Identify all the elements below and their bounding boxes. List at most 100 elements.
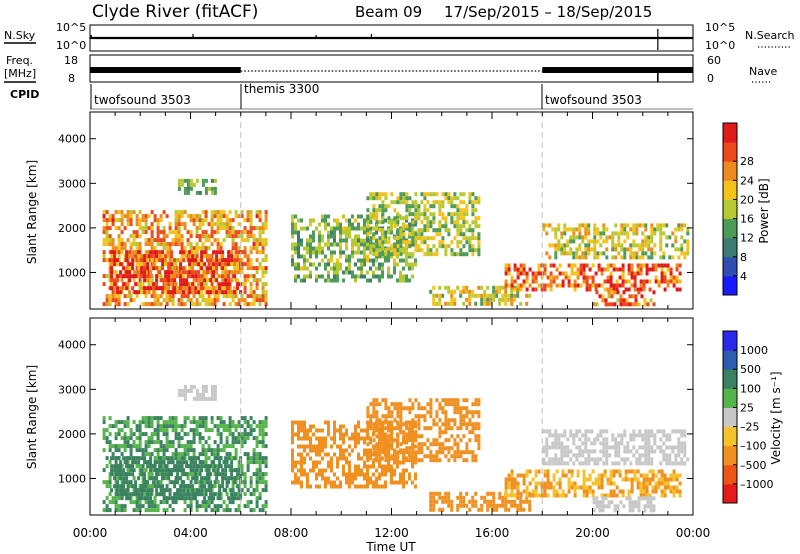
heatmap-cell <box>185 460 189 465</box>
heatmap-cell <box>135 508 139 513</box>
heatmap-cell <box>611 433 615 438</box>
heatmap-cell <box>593 231 597 236</box>
heatmap-cell <box>327 476 330 481</box>
heatmap-cell <box>405 218 408 223</box>
heatmap-cell <box>294 420 297 425</box>
heatmap-cell <box>336 218 339 223</box>
heatmap-cell <box>143 460 147 465</box>
heatmap-cell <box>414 420 417 425</box>
heatmap-cell <box>444 454 448 459</box>
heatmap-cell <box>195 504 199 509</box>
heatmap-cell <box>180 234 184 239</box>
heatmap-cell <box>330 230 333 235</box>
heatmap-cell <box>575 433 579 438</box>
heatmap-cell <box>444 216 448 221</box>
heatmap-cell <box>143 270 147 275</box>
heatmap-cell <box>450 200 454 205</box>
heatmap-cell <box>170 496 174 501</box>
heatmap-cell <box>119 460 123 465</box>
heatmap-cell <box>474 224 478 229</box>
heatmap-cell <box>125 476 129 481</box>
heatmap-cell <box>309 222 312 227</box>
heatmap-cell <box>534 279 538 284</box>
heatmap-cell <box>131 456 135 461</box>
heatmap-cell <box>117 298 121 303</box>
heatmap-cell <box>537 271 541 276</box>
heatmap-cell <box>375 402 379 407</box>
heatmap-cell <box>402 480 405 485</box>
heatmap-cell <box>132 432 136 437</box>
heatmap-cell <box>212 266 216 271</box>
heatmap-cell <box>197 274 201 279</box>
heatmap-cell <box>408 476 411 481</box>
heatmap-cell <box>543 263 547 268</box>
heatmap-cell <box>170 254 174 259</box>
heatmap-cell <box>233 480 237 485</box>
heatmap-cell <box>510 485 514 490</box>
heatmap-cell <box>576 485 580 490</box>
heatmap-cell <box>141 420 145 425</box>
heatmap-cell <box>468 244 472 249</box>
heatmap-cell <box>161 472 165 477</box>
heatmap-cell <box>315 278 318 283</box>
heatmap-cell <box>408 406 412 411</box>
heatmap-cell <box>231 444 235 449</box>
heatmap-cell <box>255 468 259 473</box>
heatmap-cell <box>210 186 214 191</box>
heatmap-cell <box>336 464 339 469</box>
heatmap-cell <box>243 302 247 307</box>
heatmap-cell <box>162 448 166 453</box>
heatmap-cell <box>435 293 439 298</box>
heatmap-cell <box>222 424 226 429</box>
heatmap-cell <box>366 472 369 477</box>
heatmap-cell <box>249 218 253 223</box>
heatmap-cell <box>572 235 576 240</box>
heatmap-cell <box>195 190 199 195</box>
heatmap-cell <box>138 436 142 441</box>
heatmap-cell <box>471 192 475 197</box>
heatmap-cell <box>171 500 175 505</box>
heatmap-cell <box>105 480 109 485</box>
heatmap-cell <box>213 388 217 393</box>
heatmap-cell <box>240 214 244 219</box>
heatmap-cell <box>162 424 166 429</box>
heatmap-cell <box>611 243 615 248</box>
heatmap-cell <box>318 484 321 489</box>
heatmap-cell <box>306 476 309 481</box>
heatmap-cell <box>291 234 294 239</box>
heatmap-cell <box>297 480 300 485</box>
heatmap-cell <box>162 420 166 425</box>
heatmap-cell <box>146 488 150 493</box>
heatmap-cell <box>617 441 621 446</box>
heatmap-cell <box>243 298 247 303</box>
heatmap-cell <box>654 485 658 490</box>
heatmap-cell <box>573 287 577 292</box>
heatmap-cell <box>593 243 597 248</box>
heatmap-cell <box>354 464 357 469</box>
heatmap-cell <box>629 227 633 232</box>
heatmap-cell <box>555 489 559 494</box>
heatmap-cell <box>417 402 421 407</box>
heatmap-cell <box>123 432 127 437</box>
heatmap-cell <box>339 444 342 449</box>
heatmap-cell <box>234 246 238 251</box>
heatmap-cell <box>563 251 567 256</box>
heatmap-cell <box>137 492 141 497</box>
heatmap-cell <box>602 453 606 458</box>
heatmap-cell <box>246 262 250 267</box>
heatmap-cell <box>227 282 231 287</box>
heatmap-cell <box>384 254 387 259</box>
heatmap-cell <box>330 226 333 231</box>
heatmap-cell <box>660 481 664 486</box>
heatmap-cell <box>462 434 466 439</box>
heatmap-cell <box>150 230 154 235</box>
heatmap-cell <box>318 428 321 433</box>
heatmap-cell <box>660 477 664 482</box>
heatmap-cell <box>201 452 205 457</box>
heatmap-cell <box>177 186 181 191</box>
heatmap-cell <box>600 283 604 288</box>
heatmap-cell <box>444 438 448 443</box>
heatmap-cell <box>159 416 163 421</box>
heatmap-cell <box>135 444 139 449</box>
heatmap-cell <box>642 473 646 478</box>
